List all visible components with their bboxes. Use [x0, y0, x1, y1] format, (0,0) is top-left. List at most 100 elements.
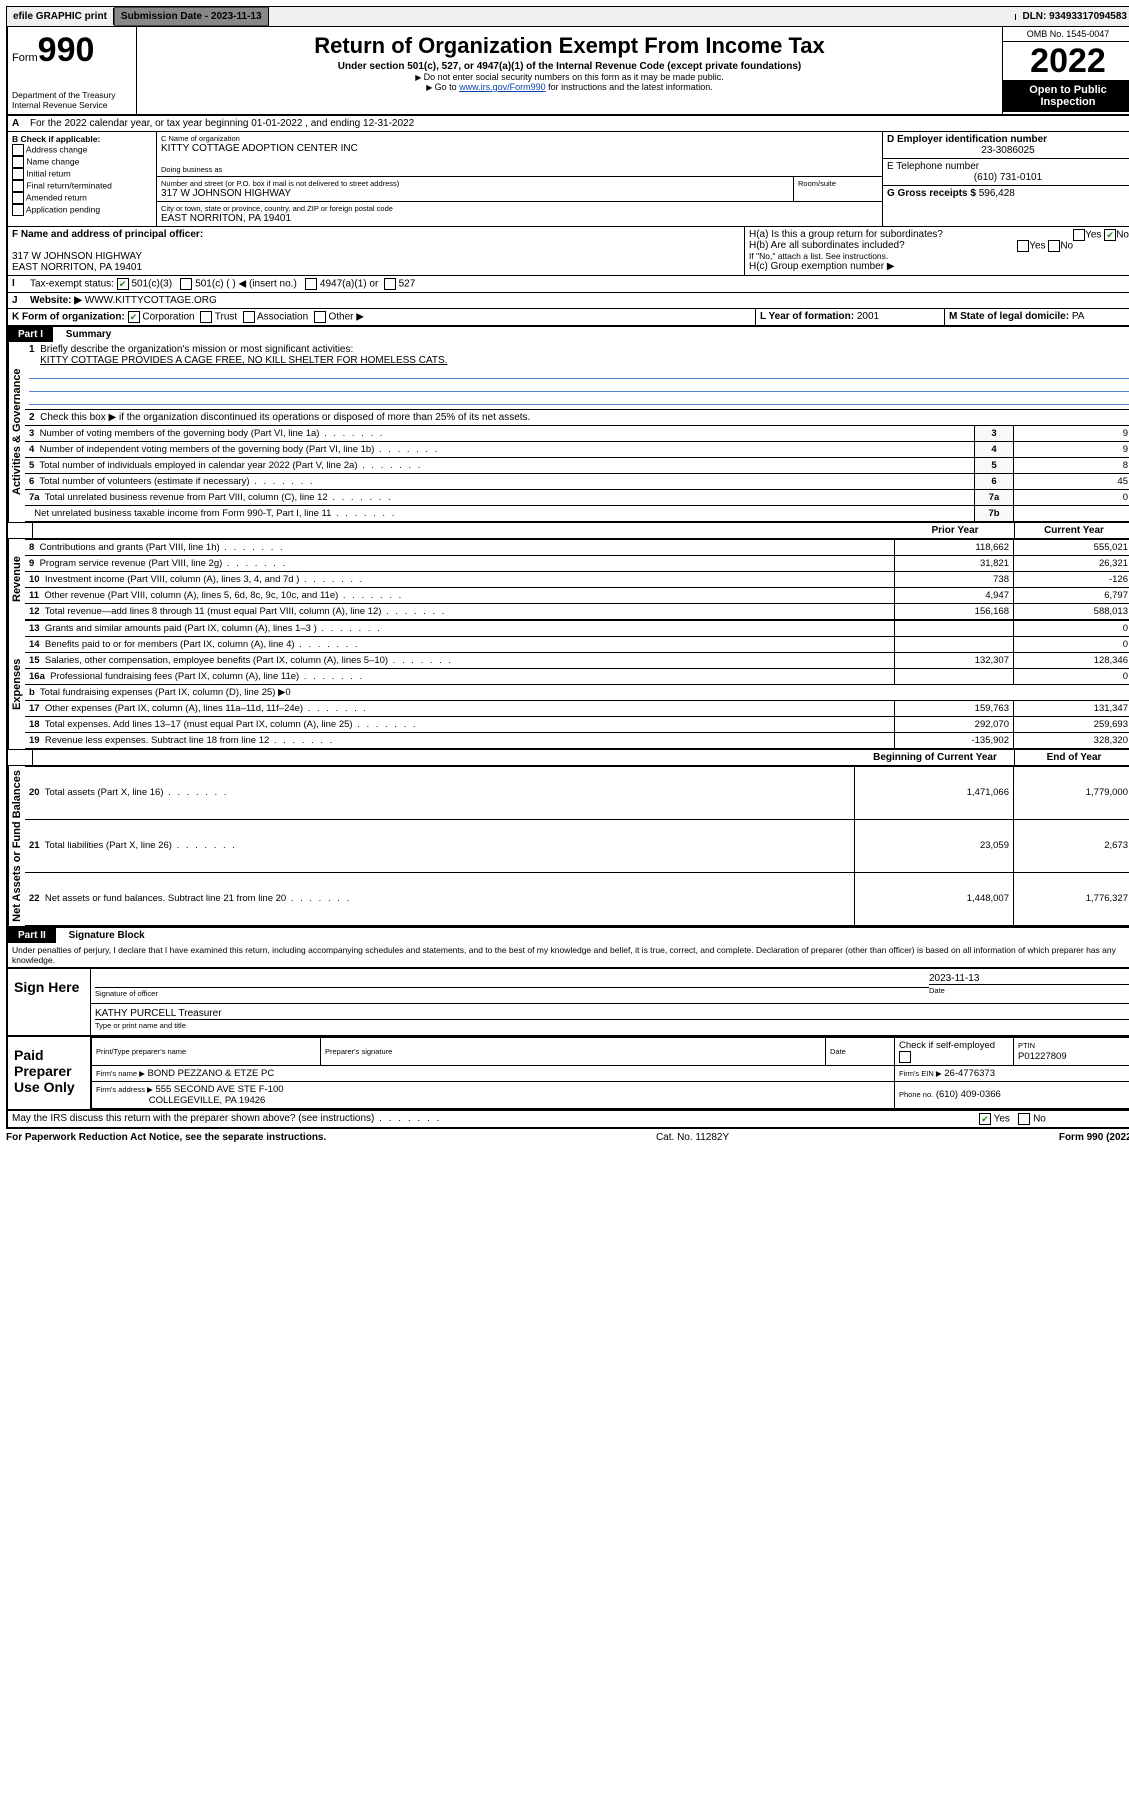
ptin-value: P01227809: [1018, 1051, 1067, 1062]
table-row: b Total fundraising expenses (Part IX, c…: [25, 685, 1129, 701]
vlabel-expenses: Expenses: [8, 620, 25, 749]
form-title: Return of Organization Exempt From Incom…: [147, 33, 992, 59]
declaration-text: Under penalties of perjury, I declare th…: [8, 943, 1129, 967]
ein-value: 23-3086025: [887, 145, 1129, 156]
f-h-block: F Name and address of principal officer:…: [6, 227, 1129, 276]
ha-yes-checkbox[interactable]: [1073, 229, 1085, 241]
self-employed-checkbox[interactable]: [899, 1051, 911, 1063]
omb-number: OMB No. 1545-0047: [1003, 27, 1129, 42]
top-bar: efile GRAPHIC print Submission Date - 20…: [6, 6, 1129, 27]
part2-sub: Signature Block: [59, 930, 145, 941]
firm-addr-1: 555 SECOND AVE STE F-100: [155, 1084, 283, 1095]
d-label: D Employer identification number: [887, 134, 1047, 145]
spacer: [33, 750, 856, 765]
prep-phone: (610) 409-0366: [936, 1089, 1001, 1100]
firm-addr-2: COLLEGEVILLE, PA 19426: [149, 1095, 266, 1106]
period-text: For the 2022 calendar year, or tax year …: [26, 116, 1129, 131]
table-row: 7a Total unrelated business revenue from…: [25, 490, 1129, 506]
right-block: D Employer identification number 23-3086…: [883, 132, 1129, 226]
vlabel-governance: Activities & Governance: [8, 342, 25, 522]
firm-name-label: Firm's name ▶: [96, 1069, 145, 1078]
fill-line: [29, 394, 1129, 405]
may-irs-yes-checkbox[interactable]: [979, 1113, 991, 1125]
fill-line: [29, 381, 1129, 392]
ha-no-checkbox[interactable]: [1104, 229, 1116, 241]
4947a1-checkbox[interactable]: [305, 278, 317, 290]
g-label: G Gross receipts $: [887, 188, 976, 199]
part1-title: Part I: [8, 327, 53, 342]
table-row: 4 Number of independent voting members o…: [25, 442, 1129, 458]
c-label: C Name of organization: [161, 134, 878, 143]
sign-here-label: Sign Here: [8, 969, 91, 1035]
527-checkbox[interactable]: [384, 278, 396, 290]
table-row: 3 Number of voting members of the govern…: [25, 426, 1129, 442]
table-row: Net unrelated business taxable income fr…: [25, 506, 1129, 522]
header-right: OMB No. 1545-0047 2022 Open to Public In…: [1002, 27, 1129, 114]
hb-note: If "No," attach a list. See instructions…: [749, 251, 1129, 261]
501c3-checkbox[interactable]: [117, 278, 129, 290]
part2-title: Part II: [8, 928, 56, 943]
k-label: K Form of organization:: [12, 312, 125, 323]
table-row: 19 Revenue less expenses. Subtract line …: [25, 733, 1129, 749]
corp-checkbox[interactable]: [128, 311, 140, 323]
form-subtitle: Under section 501(c), 527, or 4947(a)(1)…: [147, 61, 992, 72]
mission-text: KITTY COTTAGE PROVIDES A CAGE FREE, NO K…: [40, 355, 447, 366]
hb-no-checkbox[interactable]: [1048, 240, 1060, 252]
initial-return-checkbox[interactable]: [12, 168, 24, 180]
may-irs-no-checkbox[interactable]: [1018, 1113, 1030, 1125]
section-c: C Name of organization KITTY COTTAGE ADO…: [157, 132, 883, 226]
section-h: H(a) Is this a group return for subordin…: [745, 227, 1129, 275]
q2-label: Check this box ▶ if the organization dis…: [40, 412, 530, 423]
name-change-checkbox[interactable]: [12, 156, 24, 168]
preparer-table: Print/Type preparer's name Preparer's si…: [91, 1037, 1129, 1109]
net-assets-table: 20 Total assets (Part X, line 16)1,471,0…: [25, 766, 1129, 926]
table-row: 9 Program service revenue (Part VIII, li…: [25, 556, 1129, 572]
table-row: 21 Total liabilities (Part X, line 26)23…: [25, 819, 1129, 872]
amended-return-checkbox[interactable]: [12, 192, 24, 204]
submission-date-button[interactable]: Submission Date - 2023-11-13: [114, 7, 269, 26]
note-1: Do not enter social security numbers on …: [147, 72, 992, 82]
f-label: F Name and address of principal officer:: [12, 229, 203, 240]
table-row: 12 Total revenue—add lines 8 through 11 …: [25, 604, 1129, 620]
irs-label: Internal Revenue Service: [12, 100, 132, 110]
501c-checkbox[interactable]: [180, 278, 192, 290]
final-return-checkbox[interactable]: [12, 180, 24, 192]
hb-yes-checkbox[interactable]: [1017, 240, 1029, 252]
form-number: 990: [38, 31, 95, 69]
part-1: Part I Summary Activities & Governance 1…: [6, 327, 1129, 928]
j-label: Website: ▶: [30, 295, 82, 306]
open-public-badge: Open to Public Inspection: [1003, 80, 1129, 112]
date-label: Date: [929, 986, 945, 995]
trust-checkbox[interactable]: [200, 311, 212, 323]
website-value: WWW.KITTYCOTTAGE.ORG: [85, 295, 217, 306]
spacer: [8, 523, 33, 538]
table-row: 17 Other expenses (Part IX, column (A), …: [25, 701, 1129, 717]
application-pending-checkbox[interactable]: [12, 204, 24, 216]
assoc-checkbox[interactable]: [243, 311, 255, 323]
l-label: L Year of formation:: [760, 311, 854, 322]
i-row: I Tax-exempt status: 501(c)(3) 501(c) ( …: [6, 276, 1129, 293]
m-label: M State of legal domicile:: [949, 311, 1069, 322]
dba-label: Doing business as: [161, 165, 878, 174]
paid-preparer-block: Paid Preparer Use Only Print/Type prepar…: [6, 1037, 1129, 1111]
period-row: A For the 2022 calendar year, or tax yea…: [6, 116, 1129, 132]
gross-receipts: 596,428: [979, 188, 1015, 199]
address-change-checkbox[interactable]: [12, 144, 24, 156]
table-row: 15 Salaries, other compensation, employe…: [25, 653, 1129, 669]
part-2: Part II Signature Block Under penalties …: [6, 928, 1129, 969]
addr-label: Number and street (or P.O. box if mail i…: [161, 179, 789, 188]
table-row: 5 Total number of individuals employed i…: [25, 458, 1129, 474]
room-label: Room/suite: [798, 179, 878, 188]
e-label: E Telephone number: [887, 161, 979, 172]
state-domicile: PA: [1072, 311, 1085, 322]
firm-name: BOND PEZZANO & ETZE PC: [148, 1068, 275, 1079]
may-irs-row: May the IRS discuss this return with the…: [6, 1111, 1129, 1129]
col-begin: Beginning of Current Year: [856, 750, 1015, 765]
officer-addr-2: EAST NORRITON, PA 19401: [12, 262, 142, 273]
sign-here-block: Sign Here Signature of officer 2023-11-1…: [6, 969, 1129, 1037]
type-name-label: Type or print name and title: [95, 1021, 186, 1030]
instructions-link[interactable]: www.irs.gov/Form990: [459, 82, 546, 92]
other-checkbox[interactable]: [314, 311, 326, 323]
year-formation: 2001: [857, 311, 879, 322]
j-row: J Website: ▶ WWW.KITTYCOTTAGE.ORG: [6, 293, 1129, 309]
